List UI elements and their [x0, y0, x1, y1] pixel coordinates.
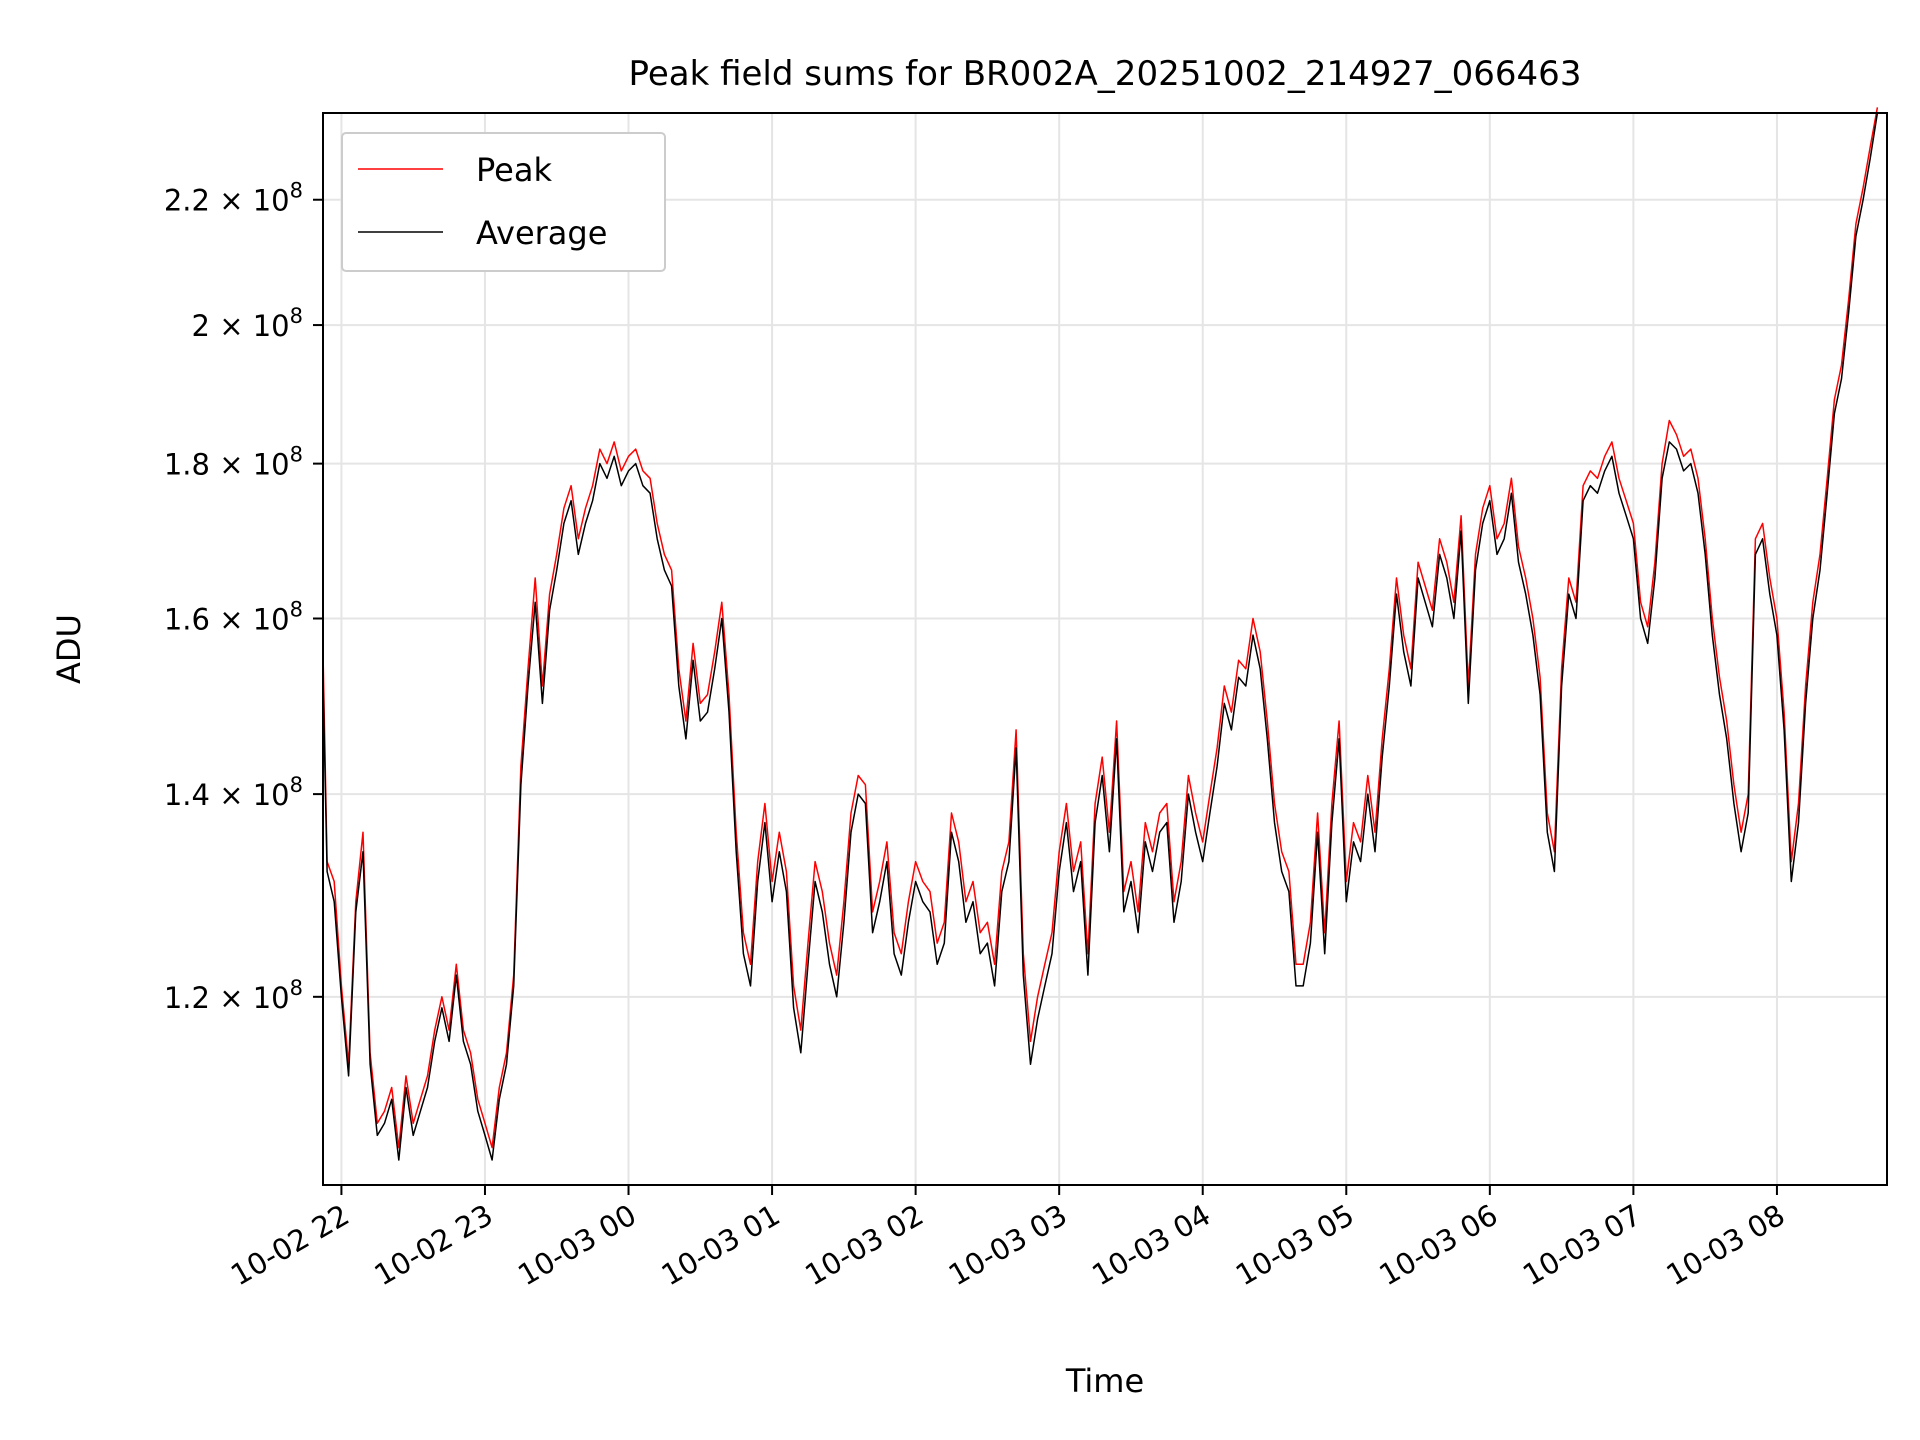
y-axis: 1.2 × 108 1.4 × 108 1.6 × 108 1.8 × 108 2 × … — [164, 179, 323, 1015]
series-line-peak — [322, 107, 1879, 1149]
y-tick-label: 2.2 × 108 — [164, 179, 303, 218]
y-tick-label: 1.4 × 108 — [164, 773, 303, 812]
legend-box — [341, 132, 666, 272]
legend: Peak Average — [341, 132, 666, 272]
y-tick-label: 1.8 × 108 — [164, 443, 303, 482]
plot-frame — [322, 112, 1888, 1186]
legend-label-average: Average — [476, 214, 607, 252]
grid — [323, 113, 1887, 1185]
y-axis-label: ADU — [50, 614, 88, 684]
series-layer — [322, 107, 1879, 1161]
y-tick-label: 1.2 × 108 — [164, 976, 303, 1015]
y-tick-label: 2 × 108 — [192, 304, 303, 343]
x-axis-label: Time — [1065, 1362, 1144, 1400]
series-line-average — [322, 112, 1879, 1161]
legend-label-peak: Peak — [476, 151, 552, 189]
y-tick-label: 1.6 × 108 — [164, 598, 303, 637]
chart-title: Peak field sums for BR002A_20251002_2149… — [629, 54, 1582, 94]
